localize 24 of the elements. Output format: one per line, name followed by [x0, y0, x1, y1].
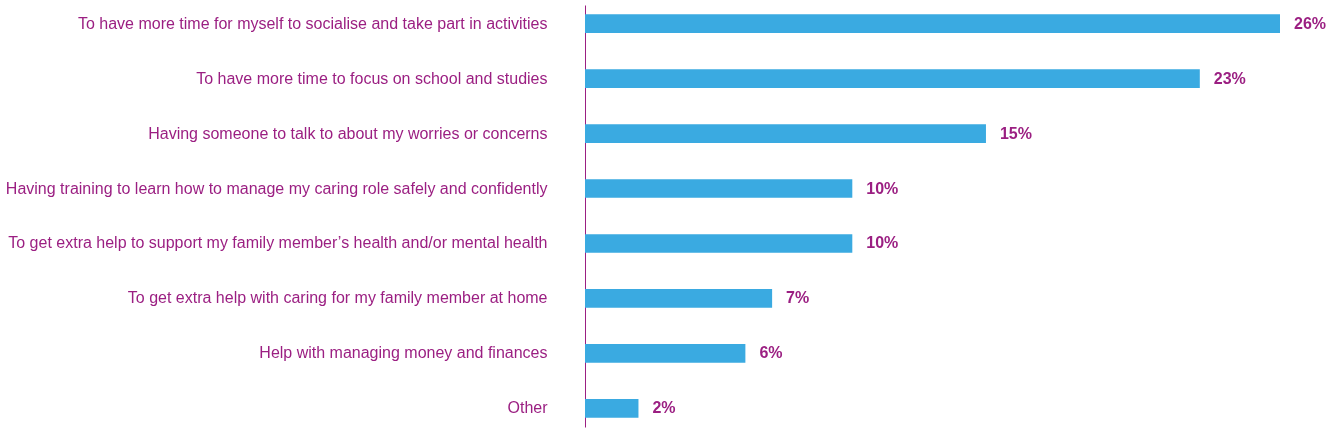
- data-label: 10%: [866, 234, 899, 252]
- data-label: 23%: [1213, 69, 1246, 87]
- bar: [585, 234, 853, 253]
- data-label: 7%: [786, 289, 810, 307]
- y-tick-label: To get extra help to support my family member’s health and/or mental health: [8, 234, 548, 252]
- data-label: 2%: [652, 399, 676, 417]
- y-tick-label: Other: [507, 399, 549, 417]
- y-tick-label: To get extra help with caring for my family member at home: [127, 289, 548, 307]
- y-tick-label: Having training to learn how to manage my caring role safely and confidently: [5, 179, 548, 197]
- data-label: 15%: [999, 124, 1032, 142]
- y-tick-label: To have more time for myself to socialise and take part in activities: [77, 14, 548, 32]
- bar: [585, 14, 1280, 34]
- bar: [585, 69, 1200, 88]
- bar: [585, 179, 853, 198]
- bar: [585, 344, 746, 363]
- bar: [585, 289, 773, 308]
- data-label: 6%: [759, 344, 783, 362]
- y-tick-label: To have more time to focus on school and studies: [196, 69, 548, 87]
- y-tick-label: Help with managing money and finances: [259, 344, 548, 362]
- bar: [585, 398, 639, 418]
- data-label: 26%: [1294, 14, 1327, 32]
- y-tick-label: Having someone to talk to about my worries or concerns: [148, 124, 548, 142]
- data-label: 10%: [866, 179, 899, 197]
- bar: [585, 124, 986, 143]
